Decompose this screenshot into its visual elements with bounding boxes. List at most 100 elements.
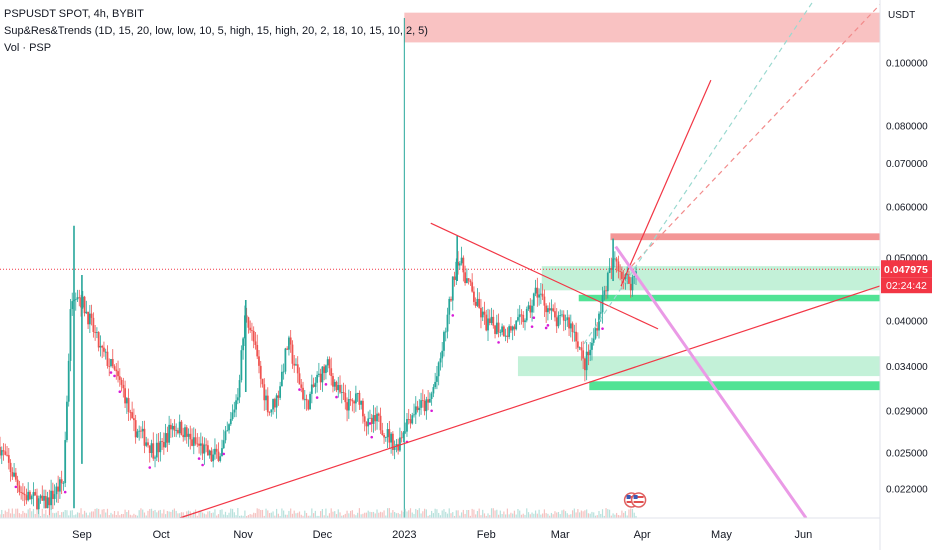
candle-body[interactable] (37, 498, 40, 510)
candle-body[interactable] (453, 276, 456, 280)
candle-body[interactable] (515, 320, 518, 330)
candle-body[interactable] (85, 311, 88, 314)
candle-body[interactable] (88, 313, 91, 325)
candle-body[interactable] (148, 445, 151, 453)
candle-body[interactable] (467, 278, 470, 281)
symbol-title[interactable]: PSPUSDT SPOT, 4h, BYBIT (4, 8, 144, 20)
candle-body[interactable] (416, 406, 419, 411)
candle-body[interactable] (23, 493, 26, 496)
candle-body[interactable] (506, 335, 509, 337)
candle-body[interactable] (437, 362, 440, 377)
volume-label[interactable]: Vol · PSP (4, 42, 52, 54)
candle-body[interactable] (62, 482, 65, 484)
candle-body[interactable] (555, 317, 558, 327)
candle-body[interactable] (407, 418, 410, 420)
candle-body[interactable] (279, 386, 282, 398)
candle-body[interactable] (413, 414, 415, 416)
candle-body[interactable] (603, 290, 606, 296)
zone-support-3[interactable] (578, 294, 880, 302)
candle-body[interactable] (182, 434, 185, 438)
candle-body[interactable] (617, 261, 620, 272)
candle-body[interactable] (159, 441, 162, 453)
candle-body[interactable] (330, 368, 333, 377)
candle-body[interactable] (265, 395, 267, 401)
zone-support-2[interactable] (541, 266, 880, 291)
candle-body[interactable] (406, 418, 408, 432)
candle-body[interactable] (208, 450, 211, 456)
candle-body[interactable] (184, 427, 186, 438)
candle-body[interactable] (81, 296, 84, 308)
candle-body[interactable] (314, 382, 317, 387)
candle-body[interactable] (317, 373, 320, 375)
candle-body[interactable] (34, 492, 37, 496)
candle-body[interactable] (196, 443, 199, 445)
candle-body[interactable] (4, 451, 7, 455)
candle-body[interactable] (367, 418, 370, 427)
candle-body[interactable] (295, 364, 297, 366)
candle-body[interactable] (446, 314, 449, 332)
candle-body[interactable] (191, 439, 193, 446)
candle-body[interactable] (180, 421, 183, 435)
last-price-tag[interactable] (881, 260, 932, 278)
candle-body[interactable] (346, 402, 348, 411)
indicator-label[interactable]: Sup&Res&Trends (1D, 15, 20, low, low, 10… (4, 25, 428, 37)
candle-body[interactable] (502, 326, 505, 337)
candle-body[interactable] (9, 462, 12, 473)
candle-body[interactable] (115, 369, 118, 372)
candle-body[interactable] (249, 327, 252, 331)
candle-body[interactable] (490, 316, 493, 323)
candle-body[interactable] (538, 294, 540, 298)
candle-body[interactable] (140, 430, 142, 432)
trendline-1[interactable] (430, 222, 659, 330)
candle-body[interactable] (316, 374, 319, 383)
candle-body[interactable] (296, 364, 299, 374)
candle-body[interactable] (450, 298, 452, 301)
candle-body[interactable] (178, 421, 181, 434)
candle-body[interactable] (363, 416, 366, 422)
candle-body[interactable] (238, 380, 241, 398)
candle-body[interactable] (457, 261, 459, 266)
candle-body[interactable] (427, 399, 430, 403)
candle-body[interactable] (94, 332, 97, 333)
candle-body[interactable] (430, 393, 433, 399)
trendline-2[interactable] (620, 79, 712, 287)
candle-body[interactable] (377, 413, 380, 416)
candle-body[interactable] (6, 454, 8, 456)
candle-body[interactable] (589, 349, 592, 356)
candle-body[interactable] (66, 401, 68, 441)
candle-body[interactable] (18, 485, 21, 493)
candle-body[interactable] (95, 332, 98, 333)
candle-body[interactable] (347, 399, 350, 411)
candle-body[interactable] (300, 384, 303, 388)
candle-body[interactable] (420, 400, 422, 408)
candle-body[interactable] (286, 348, 289, 350)
candle-body[interactable] (55, 486, 58, 495)
candle-body[interactable] (243, 315, 246, 339)
candle-body[interactable] (376, 413, 378, 422)
candle-body[interactable] (221, 448, 223, 457)
candle-body[interactable] (399, 437, 401, 451)
candle-body[interactable] (60, 479, 63, 484)
candle-body[interactable] (358, 392, 361, 405)
candle-body[interactable] (564, 319, 567, 321)
candle-body[interactable] (333, 381, 336, 387)
candle-body[interactable] (423, 400, 426, 412)
candle-body[interactable] (87, 311, 89, 325)
candle-body[interactable] (393, 446, 396, 450)
candle-body[interactable] (517, 317, 519, 321)
candle-body[interactable] (46, 497, 49, 509)
candle-body[interactable] (27, 491, 30, 501)
candle-body[interactable] (339, 385, 341, 393)
candle-body[interactable] (124, 388, 126, 404)
candle-body[interactable] (400, 437, 403, 439)
candle-body[interactable] (395, 444, 398, 447)
candle-body[interactable] (388, 429, 391, 443)
candle-body[interactable] (312, 384, 315, 387)
candle-body[interactable] (465, 278, 468, 284)
candle-body[interactable] (57, 486, 60, 492)
candle-body[interactable] (319, 373, 322, 383)
candle-body[interactable] (529, 305, 532, 313)
candle-body[interactable] (478, 298, 481, 308)
candle-body[interactable] (99, 345, 102, 348)
candle-body[interactable] (522, 314, 525, 323)
